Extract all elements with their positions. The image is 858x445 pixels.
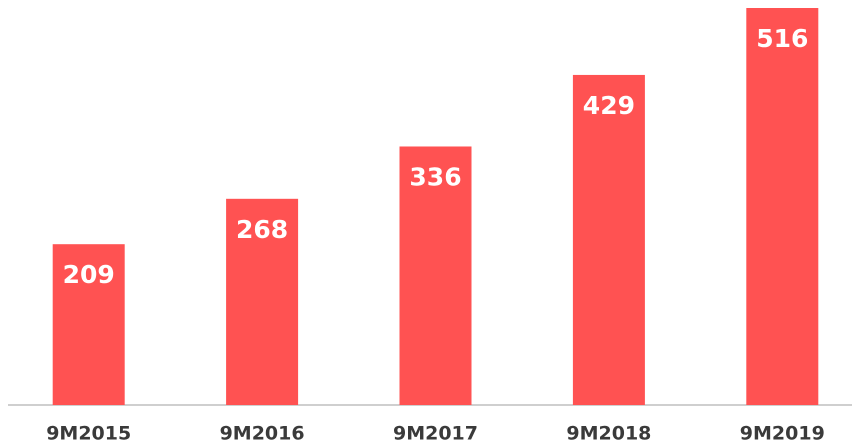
bar <box>52 244 125 405</box>
x-tick-label: 9M2015 <box>46 423 131 445</box>
bar <box>226 198 299 405</box>
x-tick-label: 9M2016 <box>220 423 305 445</box>
value-label: 268 <box>236 215 288 244</box>
x-tick-label: 9M2017 <box>393 423 478 445</box>
bar <box>572 74 645 406</box>
value-label: 516 <box>756 24 808 53</box>
value-label: 429 <box>583 91 635 120</box>
bar <box>746 8 819 405</box>
x-tick-label: 9M2018 <box>566 423 651 445</box>
value-label: 336 <box>409 162 461 191</box>
bar <box>399 146 472 405</box>
value-label: 209 <box>63 260 115 289</box>
x-tick-label: 9M2019 <box>740 423 825 445</box>
